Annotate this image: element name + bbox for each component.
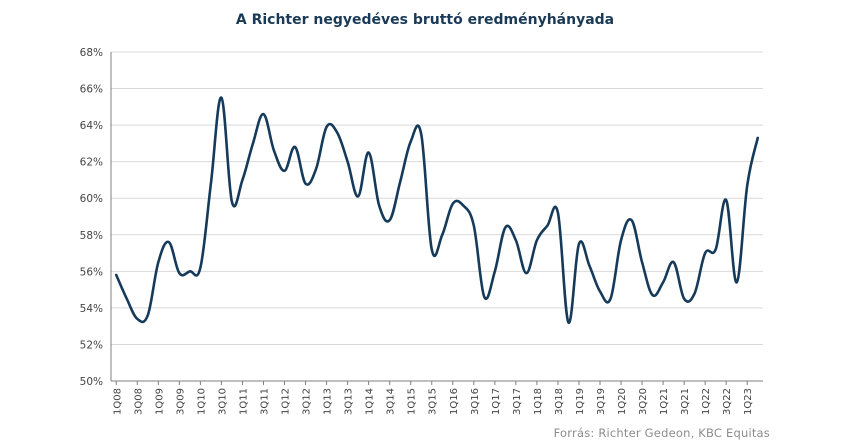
x-tick-label: 1Q16 <box>449 388 460 415</box>
x-tick-label: 3Q09 <box>175 388 186 415</box>
x-tick-label: 3Q19 <box>596 388 607 415</box>
x-tick-label: 3Q08 <box>133 388 144 415</box>
y-tick-label: 66% <box>80 84 103 96</box>
x-tick-label: 3Q22 <box>722 388 733 415</box>
x-tick-label: 1Q14 <box>365 388 376 415</box>
y-tick-label: 68% <box>80 47 103 59</box>
x-tick-label: 3Q12 <box>302 388 313 415</box>
y-axis-ticks: 50% 52% 54% 56% 58% 60% 62% 64% 66% 68% <box>80 47 103 388</box>
source-note: Forrás: Richter Gedeon, KBC Equitas <box>553 426 770 440</box>
x-tick-label: 1Q23 <box>743 388 754 415</box>
x-tick-label: 1Q18 <box>533 388 544 415</box>
x-tick-label: 1Q08 <box>112 388 123 415</box>
x-tick-label: 1Q10 <box>196 388 207 415</box>
x-tick-label: 3Q10 <box>217 388 228 415</box>
x-tick-label: 3Q15 <box>428 388 439 415</box>
x-tick-label: 1Q12 <box>281 388 292 415</box>
y-tick-label: 56% <box>80 266 103 278</box>
x-tick-label: 1Q17 <box>491 388 502 415</box>
y-tick-label: 54% <box>80 303 103 315</box>
y-tick-label: 50% <box>80 376 103 388</box>
x-tick-label: 1Q15 <box>407 388 418 415</box>
x-tick-label: 3Q11 <box>259 388 270 415</box>
x-tick-label: 1Q21 <box>659 388 670 415</box>
x-tick-label: 3Q13 <box>344 388 355 415</box>
x-tick-label: 1Q11 <box>238 388 249 415</box>
x-tick-label: 1Q13 <box>323 388 334 415</box>
x-tick-label: 1Q22 <box>701 388 712 415</box>
x-tick-label: 1Q20 <box>617 388 628 415</box>
series-line <box>114 96 760 324</box>
grid-lines <box>111 51 763 345</box>
x-tick-label: 3Q16 <box>470 388 481 415</box>
x-tick-label: 1Q09 <box>154 388 165 415</box>
y-tick-label: 60% <box>80 193 103 205</box>
y-tick-label: 52% <box>80 339 103 351</box>
x-tick-label: 3Q14 <box>386 388 397 415</box>
x-tick-label: 3Q21 <box>680 388 691 415</box>
x-tick-label: 3Q17 <box>512 388 523 415</box>
x-tick-label: 3Q20 <box>638 388 649 415</box>
chart-title: A Richter negyedéves bruttó eredményhány… <box>235 12 615 28</box>
x-axis-ticks: 1Q08 3Q08 1Q09 3Q09 1Q10 3Q10 1Q11 3Q11 1Q12 3Q12… <box>112 381 754 415</box>
y-tick-label: 58% <box>80 230 103 242</box>
y-tick-label: 62% <box>80 157 103 169</box>
x-tick-label: 3Q18 <box>554 388 565 415</box>
y-tick-label: 64% <box>80 120 103 132</box>
x-tick-label: 1Q19 <box>575 388 586 415</box>
